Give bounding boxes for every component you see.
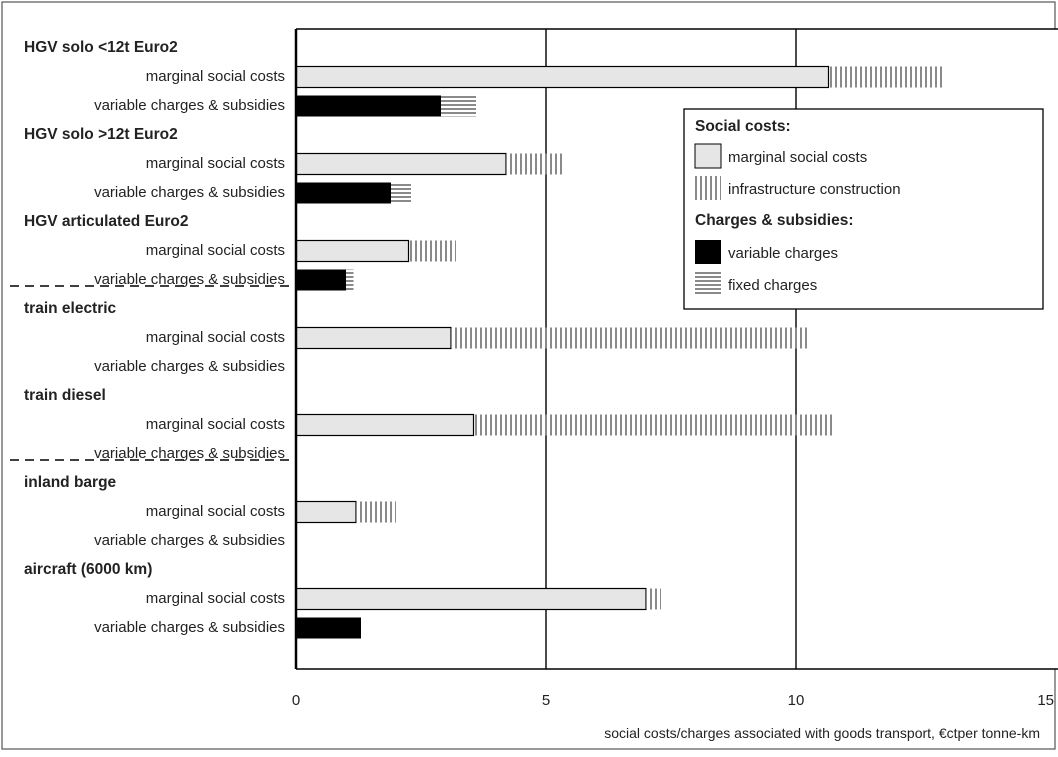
- group-label-hgv-solo-12t-euro2: HGV solo <12t Euro2: [24, 39, 178, 56]
- bar-marginal-inland-barge: [295, 500, 357, 524]
- bar-infrastructure-aircraft-6000-km: [646, 588, 661, 610]
- row-labels: HGV solo <12t Euro2 marginal social costs…: [24, 39, 285, 636]
- legend-fixed-label: fixed charges: [728, 277, 817, 294]
- group-separators: [10, 285, 294, 461]
- bar-infrastructure-inland-barge: [356, 501, 396, 523]
- row-label-inland-barge-marginal-social-costs: marginal social costs: [146, 503, 285, 520]
- row-label-train-electric-variable-charges-subsidies: variable charges & subsidies: [94, 358, 285, 375]
- x-tick-label-5: 5: [542, 692, 550, 709]
- legend-fixed-swatch: [695, 272, 721, 296]
- legend-social-header: Social costs:: [695, 118, 791, 135]
- bar-infrastructure-hgv-articulated-euro2: [408, 240, 456, 262]
- row-label-inland-barge-variable-charges-subsidies: variable charges & subsidies: [94, 532, 285, 549]
- x-tick-label-0: 0: [292, 692, 300, 709]
- bar-infrastructure-hgv-solo-12t-euro2: [828, 66, 944, 88]
- bar-marginal-aircraft-6000-km: [295, 587, 647, 611]
- group-label-train-electric: train electric: [24, 300, 117, 317]
- bar-infrastructure-train-diesel: [473, 414, 834, 436]
- row-label-hgv-solo-12t-euro2-variable-charges-subsidies: variable charges & subsidies: [94, 97, 285, 114]
- bar-infrastructure-train-electric: [451, 327, 809, 349]
- bar-variable-hgv-solo-12t-euro2: [296, 95, 441, 117]
- group-label-aircraft-6000-km: aircraft (6000 km): [24, 561, 152, 578]
- legend-variable-label: variable charges: [728, 245, 838, 262]
- bar-fixed-hgv-articulated-euro2: [346, 269, 354, 291]
- legend-infrastructure-swatch: [695, 176, 721, 200]
- x-axis-label: social costs/charges associated with goo…: [604, 725, 1040, 741]
- row-label-train-diesel-marginal-social-costs: marginal social costs: [146, 416, 285, 433]
- bar-marginal-train-diesel: [295, 413, 475, 437]
- legend-charges-header: Charges & subsidies:: [695, 212, 854, 229]
- bar-marginal-hgv-solo-12t-euro2: [295, 152, 507, 176]
- row-label-train-electric-marginal-social-costs: marginal social costs: [146, 329, 285, 346]
- bar-marginal-train-electric: [295, 326, 452, 350]
- x-tick-labels: 0 5 10 15: [292, 692, 1054, 709]
- row-label-hgv-articulated-euro2-marginal-social-costs: marginal social costs: [146, 242, 285, 259]
- row-label-train-diesel-variable-charges-subsidies: variable charges & subsidies: [94, 445, 285, 462]
- group-label-train-diesel: train diesel: [24, 387, 106, 404]
- bar-marginal-hgv-solo-12t-euro2: [295, 65, 830, 89]
- bars: [295, 65, 944, 639]
- legend-infrastructure-label: infrastructure construction: [728, 181, 901, 198]
- legend-variable-swatch: [695, 240, 721, 264]
- row-label-hgv-solo-12t-euro2-marginal-social-costs: marginal social costs: [146, 68, 285, 85]
- row-label-hgv-articulated-euro2-variable-charges-subsidies: variable charges & subsidies: [94, 271, 285, 288]
- row-label-hgv-solo-12t-euro2-variable-charges-subsidies: variable charges & subsidies: [94, 184, 285, 201]
- bar-marginal-hgv-articulated-euro2: [295, 239, 410, 263]
- group-label-inland-barge: inland barge: [24, 474, 117, 491]
- bar-variable-aircraft-6000-km: [296, 617, 361, 639]
- bar-fixed-hgv-solo-12t-euro2: [441, 95, 476, 117]
- x-tick-label-10: 10: [788, 692, 805, 709]
- legend: Social costs: marginal social costs infr…: [683, 108, 1044, 310]
- legend-marginal-label: marginal social costs: [728, 149, 867, 166]
- legend-marginal-swatch: [694, 143, 722, 169]
- row-label-hgv-solo-12t-euro2-marginal-social-costs: marginal social costs: [146, 155, 285, 172]
- group-label-hgv-solo-12t-euro2: HGV solo >12t Euro2: [24, 126, 178, 143]
- bar-fixed-hgv-solo-12t-euro2: [391, 182, 411, 204]
- legend-box: [683, 108, 1044, 310]
- group-label-hgv-articulated-euro2: HGV articulated Euro2: [24, 213, 189, 230]
- row-label-aircraft-6000-km-marginal-social-costs: marginal social costs: [146, 590, 285, 607]
- bar-variable-hgv-articulated-euro2: [296, 269, 346, 291]
- bar-infrastructure-hgv-solo-12t-euro2: [506, 153, 564, 175]
- bar-variable-hgv-solo-12t-euro2: [296, 182, 391, 204]
- x-tick-label-15: 15: [1037, 692, 1054, 709]
- row-label-aircraft-6000-km-variable-charges-subsidies: variable charges & subsidies: [94, 619, 285, 636]
